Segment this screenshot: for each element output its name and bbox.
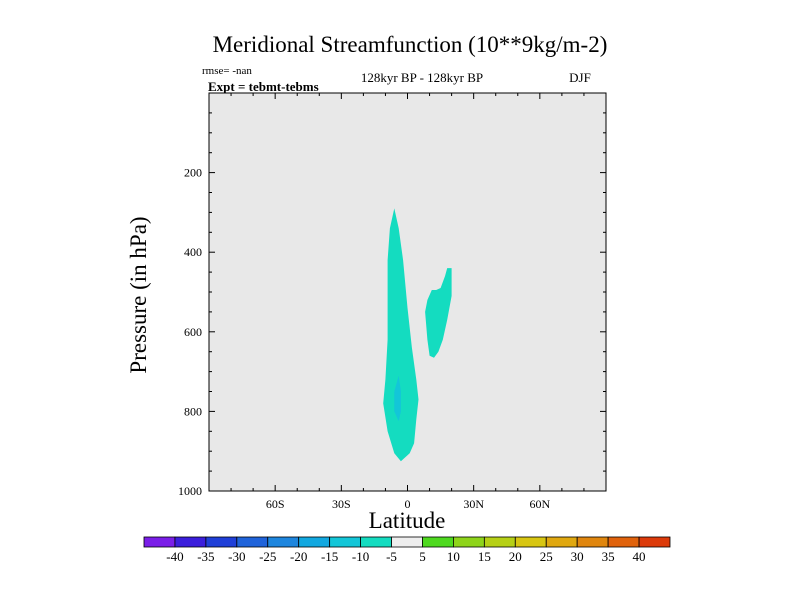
contour-region-equatorial-cell-core bbox=[394, 375, 401, 422]
colorbar-swatch bbox=[483, 536, 516, 548]
plot-frame bbox=[208, 92, 607, 492]
colorbar-label: -15 bbox=[321, 549, 338, 564]
colorbar-swatch bbox=[143, 536, 176, 548]
rmse-label: rmse= -nan bbox=[202, 65, 252, 77]
colorbar-swatch bbox=[422, 536, 454, 548]
colorbar-label: 40 bbox=[633, 549, 646, 564]
colorbar-swatch bbox=[391, 536, 423, 548]
colorbar-label: -20 bbox=[290, 549, 307, 564]
colorbar-swatch bbox=[638, 536, 671, 548]
colorbar-swatch bbox=[360, 536, 392, 548]
season-label: DJF bbox=[569, 70, 591, 85]
colorbar-label: -10 bbox=[352, 549, 369, 564]
colorbar-swatch bbox=[576, 536, 609, 548]
colorbar-swatch bbox=[205, 536, 238, 548]
chart-title: Meridional Streamfunction (10**9kg/m-2) bbox=[213, 32, 608, 57]
y-tick-label: 200 bbox=[184, 166, 202, 180]
colorbar-label: -25 bbox=[259, 549, 276, 564]
colorbar-label: -5 bbox=[386, 549, 397, 564]
colorbar-label: 25 bbox=[540, 549, 553, 564]
colorbar-swatch bbox=[607, 536, 640, 548]
colorbar-label: 10 bbox=[447, 549, 460, 564]
colorbar-label: -35 bbox=[197, 549, 214, 564]
period-label: 128kyr BP - 128kyr BP bbox=[361, 70, 483, 85]
colorbar-swatch bbox=[174, 536, 207, 548]
x-tick-label: 60N bbox=[529, 497, 550, 511]
y-tick-label: 400 bbox=[184, 245, 202, 259]
y-tick-label: 1000 bbox=[178, 484, 202, 498]
x-tick-label: 60S bbox=[266, 497, 285, 511]
colorbar-swatch bbox=[267, 536, 300, 548]
contour-region-northern-cell bbox=[425, 268, 452, 358]
colorbar-label: -40 bbox=[166, 549, 183, 564]
contour-region-equatorial-cell bbox=[383, 208, 419, 462]
colorbar: -40 -35 -30 -25 -20 -15 -10 -5 5 10 15 20 25 30 35 40 bbox=[143, 536, 671, 564]
y-axis-label: Pressure (in hPa) bbox=[126, 216, 151, 373]
y-tick-label: 800 bbox=[184, 404, 202, 418]
x-tick-label: 0 bbox=[405, 497, 411, 511]
colorbar-label: 30 bbox=[571, 549, 584, 564]
colorbar-swatch bbox=[329, 536, 361, 548]
x-tick-label: 30N bbox=[463, 497, 484, 511]
colorbar-swatch bbox=[514, 536, 547, 548]
colorbar-swatch bbox=[298, 536, 331, 548]
colorbar-label: 15 bbox=[478, 549, 491, 564]
colorbar-swatch bbox=[453, 536, 485, 548]
colorbar-label: 20 bbox=[509, 549, 522, 564]
experiment-label: Expt = tebmt-tebms bbox=[208, 79, 319, 94]
x-tick-label: 30S bbox=[332, 497, 351, 511]
colorbar-swatch bbox=[545, 536, 578, 548]
y-tick-label: 600 bbox=[184, 325, 202, 339]
colorbar-swatch bbox=[236, 536, 269, 548]
colorbar-label: -30 bbox=[228, 549, 245, 564]
colorbar-label: 35 bbox=[602, 549, 615, 564]
x-axis-label: Latitude bbox=[369, 508, 446, 533]
contour-regions bbox=[383, 208, 452, 462]
colorbar-label: 5 bbox=[419, 549, 426, 564]
